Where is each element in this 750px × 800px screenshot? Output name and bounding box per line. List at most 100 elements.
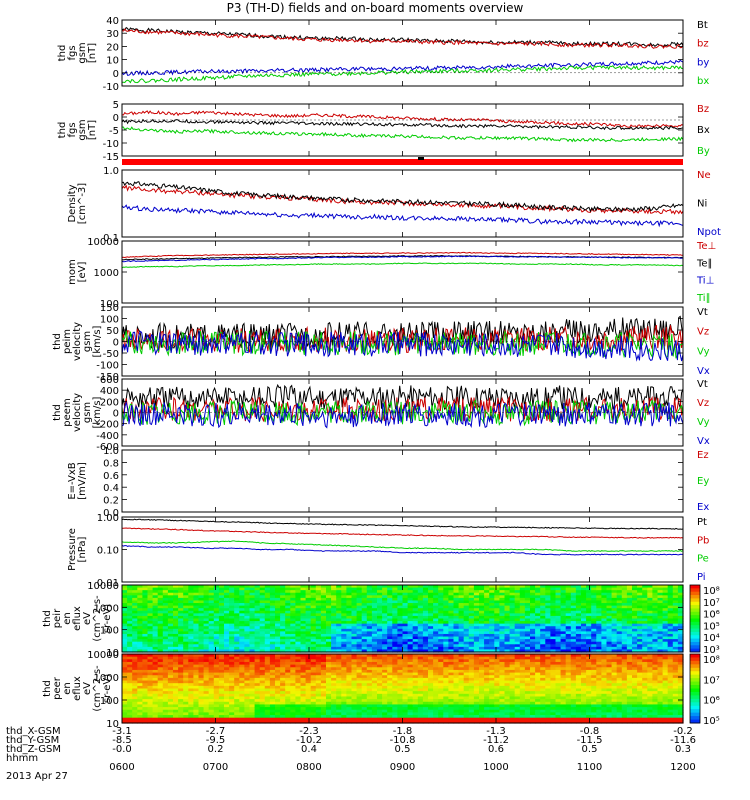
y-tick-label: 1000: [94, 603, 119, 614]
heatmap-cell: [229, 610, 235, 614]
heatmap-cell: [489, 615, 495, 620]
heatmap-cell: [300, 672, 307, 676]
heatmap-cell: [244, 605, 251, 609]
heatmap-cell: [305, 712, 312, 716]
heatmap-cell: [229, 704, 235, 708]
heatmap-cell: [428, 641, 434, 645]
heatmap-cell: [479, 610, 485, 614]
heatmap-cell: [443, 631, 449, 635]
heatmap-cell: [565, 587, 572, 591]
heatmap-cell: [290, 633, 296, 638]
y-tick-label: 1.00: [97, 513, 119, 524]
heatmap-cell: [473, 595, 480, 599]
heatmap-cell: [611, 603, 618, 607]
heatmap-cell: [402, 590, 409, 594]
heatmap-cell: [122, 639, 128, 643]
heatmap-cell: [173, 685, 179, 690]
heatmap-cell: [453, 691, 460, 695]
heatmap-cell: [458, 661, 465, 666]
heatmap-cell: [535, 631, 541, 635]
heatmap-cell: [530, 623, 536, 627]
heatmap-cell: [371, 618, 378, 622]
heatmap-cell: [269, 623, 276, 627]
heatmap-cell: [244, 715, 251, 719]
heatmap-cell: [616, 605, 623, 609]
heatmap-cell: [315, 597, 322, 602]
heatmap-cell: [269, 646, 276, 651]
heatmap-cell: [208, 701, 215, 706]
heatmap-cell: [463, 605, 470, 609]
colorbar-segment: [690, 588, 700, 593]
heatmap-cell: [351, 661, 358, 666]
heatmap-cell: [152, 615, 159, 620]
heatmap-cell: [198, 707, 205, 711]
heatmap-cell: [606, 646, 613, 651]
heatmap-cell: [621, 626, 628, 630]
heatmap-cell: [173, 633, 179, 638]
heatmap-cell: [137, 623, 143, 627]
heatmap-cell: [239, 699, 245, 703]
heatmap-cell: [366, 693, 373, 698]
heatmap-cell: [310, 623, 317, 627]
colorbar-segment: [690, 628, 700, 633]
heatmap-cell: [198, 683, 205, 687]
heatmap-cell: [167, 621, 174, 625]
heatmap-cell: [468, 585, 475, 589]
heatmap-cell: [229, 712, 235, 716]
heatmap-cell: [234, 696, 240, 700]
heatmap-cell: [244, 597, 251, 602]
heatmap-cell: [213, 707, 220, 711]
heatmap-cell: [667, 636, 674, 640]
heatmap-cell: [208, 595, 215, 599]
heatmap-cell: [473, 628, 480, 632]
heatmap-cell: [356, 667, 363, 671]
heatmap-cell: [371, 605, 378, 609]
heatmap-cell: [387, 644, 393, 648]
heatmap-cell: [346, 649, 353, 653]
heatmap-cell: [581, 631, 587, 635]
heatmap-cell: [351, 610, 358, 614]
heatmap-cell: [611, 587, 618, 591]
heatmap-cell: [540, 590, 546, 594]
heatmap-cell: [331, 600, 337, 604]
heatmap-cell: [203, 649, 210, 653]
heatmap-cell: [356, 592, 363, 596]
heatmap-cell: [402, 677, 409, 682]
heatmap-cell: [300, 608, 307, 612]
heatmap-cell: [132, 667, 138, 671]
heatmap-cell: [142, 628, 149, 632]
heatmap-cell: [453, 590, 460, 594]
heatmap-cell: [208, 590, 215, 594]
heatmap-cell: [254, 701, 261, 706]
heatmap-cell: [127, 661, 133, 666]
heatmap-cell: [626, 587, 633, 591]
heatmap-cell: [137, 618, 143, 622]
heatmap-cell: [127, 641, 133, 645]
heatmap-cell: [565, 592, 572, 596]
heatmap-cell: [366, 646, 373, 651]
heatmap-cell: [137, 636, 143, 640]
heatmap-cell: [249, 667, 256, 671]
heatmap-cell: [147, 587, 154, 591]
heatmap-cell: [591, 613, 597, 617]
heatmap-cell: [132, 621, 138, 625]
heatmap-cell: [162, 587, 169, 591]
heatmap-cell: [504, 628, 511, 632]
heatmap-cell: [224, 696, 230, 700]
heatmap-cell: [371, 654, 378, 658]
heatmap-cell: [295, 659, 302, 663]
heatmap-cell: [448, 603, 455, 607]
heatmap-cell: [249, 685, 256, 690]
heatmap-cell: [647, 644, 653, 648]
heatmap-cell: [320, 623, 327, 627]
heatmap-cell: [203, 664, 210, 668]
heatmap-cell: [519, 621, 526, 625]
heatmap-cell: [326, 644, 332, 648]
heatmap-cell: [586, 646, 592, 651]
heatmap-cell: [489, 605, 495, 609]
heatmap-cell: [264, 704, 271, 708]
heatmap-cell: [428, 717, 434, 721]
heatmap-cell: [657, 605, 664, 609]
heatmap-cell: [137, 597, 143, 602]
heatmap-cell: [407, 592, 414, 596]
